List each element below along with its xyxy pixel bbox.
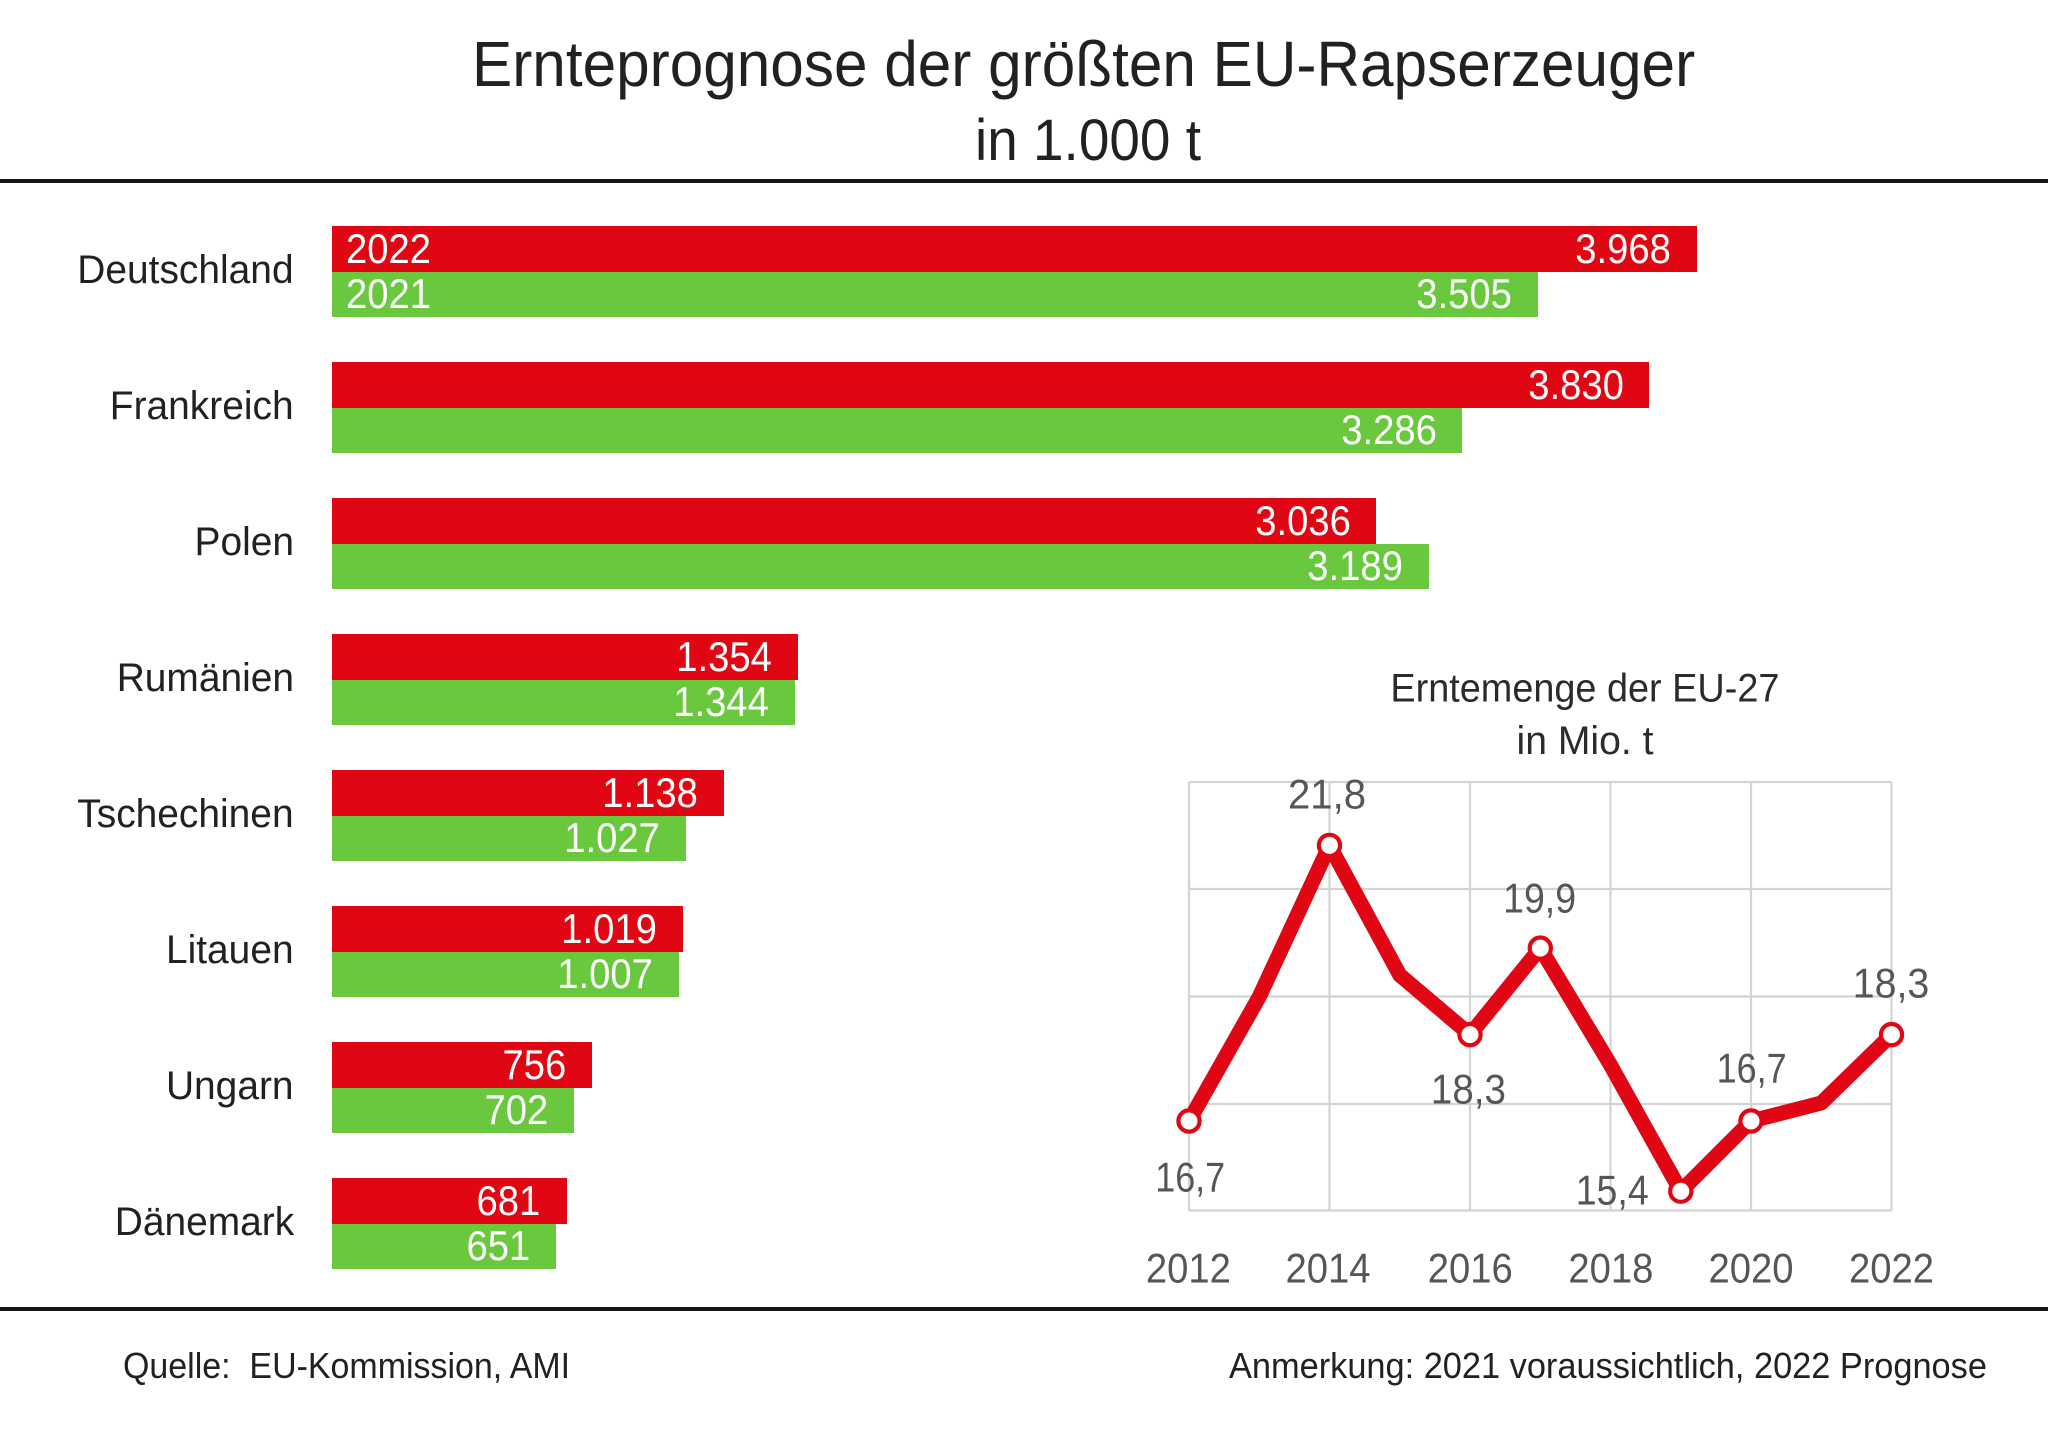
svg-text:18,3: 18,3 — [1431, 1066, 1506, 1113]
svg-text:2012: 2012 — [1146, 1245, 1231, 1292]
svg-text:Erntemenge der EU-27: Erntemenge der EU-27 — [1390, 667, 1779, 711]
svg-text:2022: 2022 — [1849, 1245, 1934, 1292]
svg-text:18,3: 18,3 — [1853, 960, 1930, 1007]
svg-text:2014: 2014 — [1286, 1245, 1371, 1292]
svg-text:in Mio. t: in Mio. t — [1517, 719, 1654, 763]
svg-text:15,4: 15,4 — [1576, 1167, 1649, 1214]
svg-text:21,8: 21,8 — [1288, 770, 1366, 817]
svg-text:16,7: 16,7 — [1717, 1044, 1787, 1091]
svg-text:2018: 2018 — [1568, 1245, 1653, 1292]
svg-text:16,7: 16,7 — [1155, 1154, 1225, 1201]
svg-text:2020: 2020 — [1709, 1245, 1794, 1292]
svg-text:2016: 2016 — [1428, 1245, 1513, 1292]
svg-text:19,9: 19,9 — [1503, 875, 1576, 922]
